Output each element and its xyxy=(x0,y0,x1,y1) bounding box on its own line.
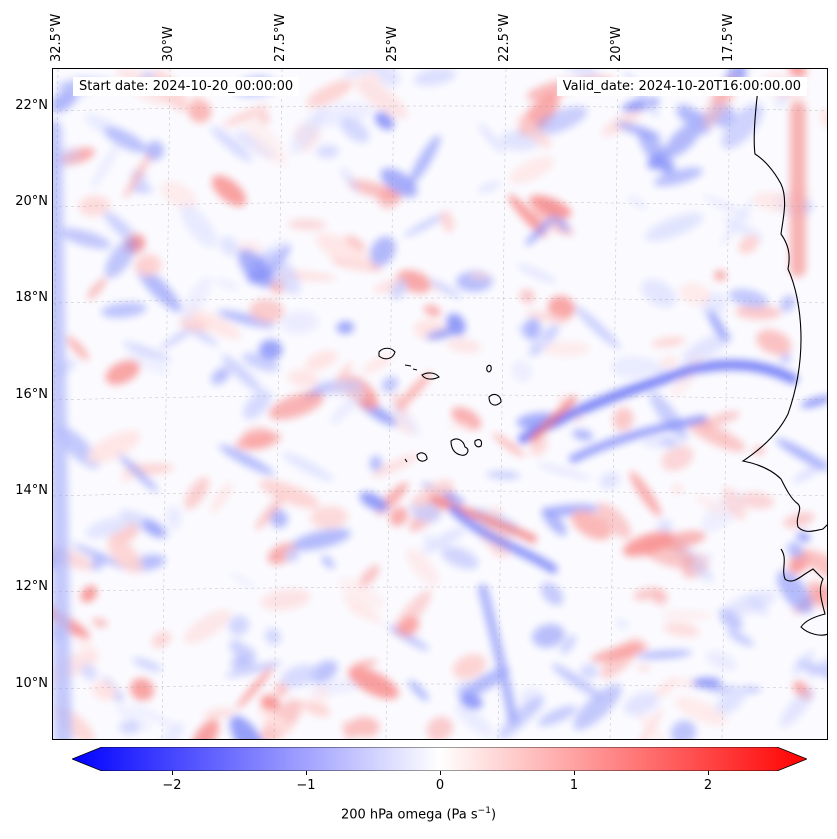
colorbar-tick-label: −1 xyxy=(296,778,316,793)
longitude-label: 25°W xyxy=(385,26,400,62)
gridlines xyxy=(53,69,827,739)
colorbar-label: 200 hPa omega (Pa s−1) xyxy=(0,806,837,822)
colorbar-tick-label: 2 xyxy=(703,778,713,793)
parallel-gridline xyxy=(53,683,827,690)
parallel-gridline xyxy=(53,297,827,304)
latitude-label: 10°N xyxy=(15,676,48,691)
map-panel xyxy=(52,68,828,740)
longitude-label: 22.5°W xyxy=(497,13,512,62)
omega-shading xyxy=(53,69,827,739)
meridian-gridline xyxy=(385,69,395,739)
longitude-label: 32.5°W xyxy=(49,13,64,62)
latitude-label: 18°N xyxy=(15,290,48,305)
valid-date-label: Valid_date: 2024-10-20T16:00:00.00 xyxy=(556,77,807,96)
colorbar-tick-mark xyxy=(440,771,441,775)
longitude-label: 20°W xyxy=(609,26,624,62)
latitude-label: 12°N xyxy=(15,579,48,594)
parallel-gridline xyxy=(53,490,827,497)
parallel-gridline xyxy=(53,105,827,112)
longitude-label: 17.5°W xyxy=(721,13,736,62)
colorbar-label-close: ) xyxy=(490,807,497,823)
colorbar xyxy=(72,747,807,771)
meridian-gridline xyxy=(497,69,507,739)
latitude-label: 22°N xyxy=(15,98,48,113)
latitude-label: 14°N xyxy=(15,483,48,498)
parallel-gridline xyxy=(53,394,827,401)
coastline xyxy=(741,88,827,636)
parallel-gridline xyxy=(53,586,827,593)
meridian-gridline xyxy=(273,69,283,739)
latitude-label: 20°N xyxy=(15,194,48,209)
longitude-label: 27.5°W xyxy=(273,13,288,62)
colorbar-tick-mark xyxy=(172,771,173,775)
meridian-gridline xyxy=(721,69,731,739)
colorbar-label-exponent: −1 xyxy=(477,806,491,816)
colorbar-tick-label: 1 xyxy=(569,778,579,793)
parallel-gridline xyxy=(53,201,827,208)
colorbar-tick-mark xyxy=(708,771,709,775)
start-date-label: Start date: 2024-10-20_00:00:00 xyxy=(73,77,300,96)
meridian-gridline xyxy=(609,69,619,739)
meridian-gridline xyxy=(161,69,171,739)
colorbar-tick-label: −2 xyxy=(162,778,182,793)
colorbar-tick-mark xyxy=(306,771,307,775)
longitude-label: 30°W xyxy=(161,26,176,62)
omega-field-map xyxy=(53,69,827,739)
meridian-gridline xyxy=(53,69,59,511)
colorbar-label-text: 200 hPa omega (Pa s xyxy=(340,807,478,823)
latitude-label: 16°N xyxy=(15,387,48,402)
colorbar-tick-label: 0 xyxy=(435,778,445,793)
cape-verde-islands xyxy=(378,347,502,463)
colorbar-tick-mark xyxy=(574,771,575,775)
